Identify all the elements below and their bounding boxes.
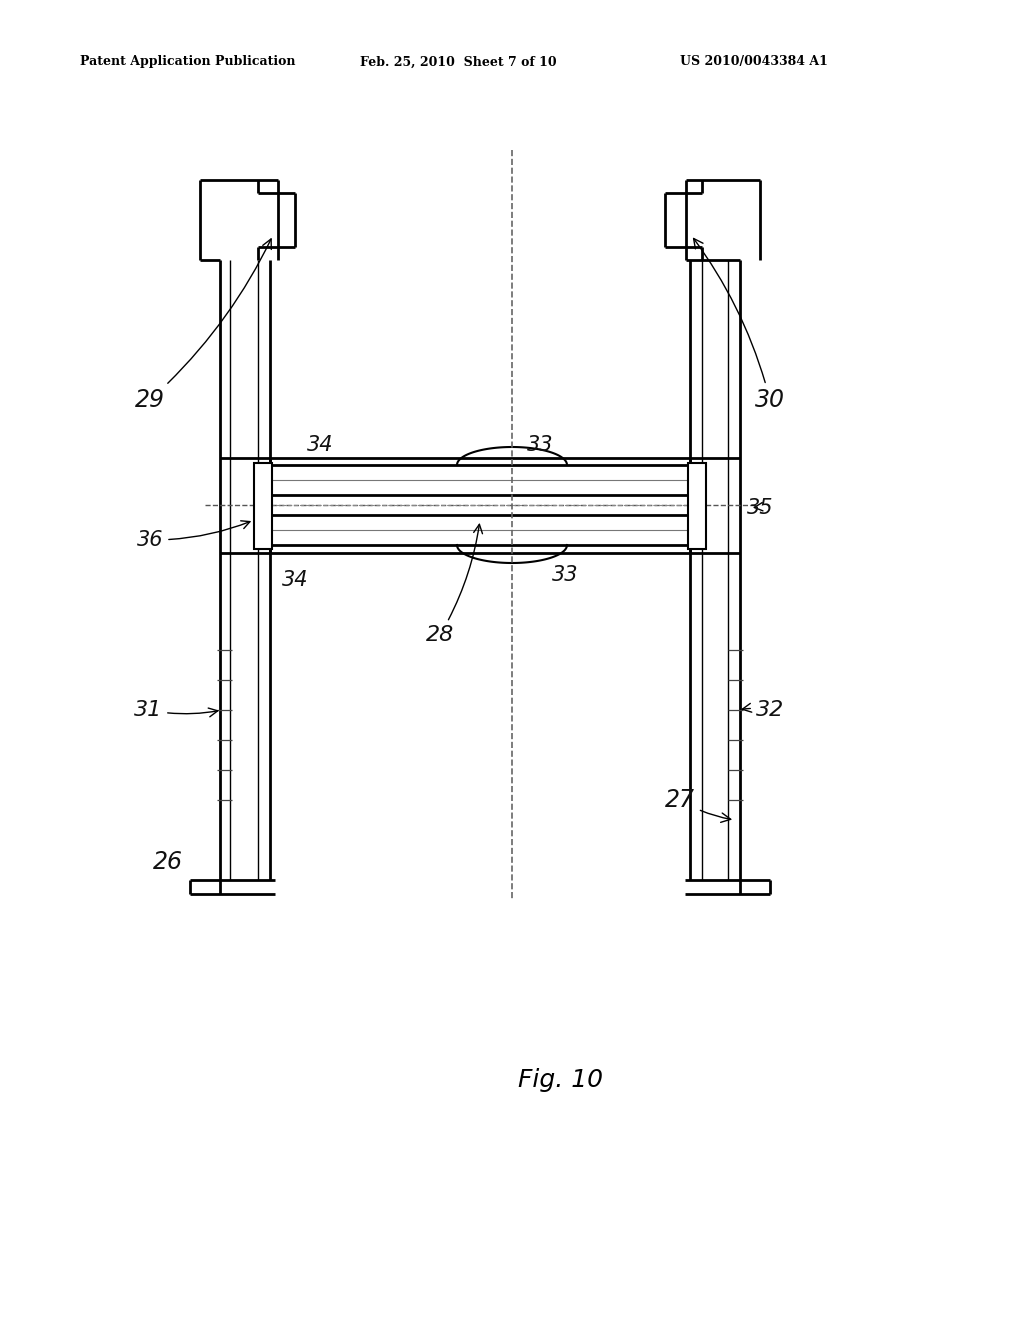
Text: 36: 36: [137, 521, 250, 550]
Text: 32: 32: [742, 700, 784, 719]
Text: Fig. 10: Fig. 10: [517, 1068, 602, 1092]
Bar: [254, 463, 272, 549]
Text: 33: 33: [526, 436, 553, 455]
Text: Patent Application Publication: Patent Application Publication: [80, 55, 296, 69]
Text: 34: 34: [282, 570, 308, 590]
Text: US 2010/0043384 A1: US 2010/0043384 A1: [680, 55, 827, 69]
Text: 30: 30: [693, 239, 785, 412]
Text: 29: 29: [135, 239, 271, 412]
Bar: [688, 463, 706, 549]
Text: 27: 27: [665, 788, 731, 822]
Text: 26: 26: [153, 850, 183, 874]
Text: 34: 34: [307, 436, 333, 455]
Text: 28: 28: [426, 524, 482, 645]
Text: 31: 31: [134, 700, 218, 719]
Text: 33: 33: [552, 565, 579, 585]
Text: Feb. 25, 2010  Sheet 7 of 10: Feb. 25, 2010 Sheet 7 of 10: [360, 55, 557, 69]
Text: 35: 35: [746, 498, 773, 517]
